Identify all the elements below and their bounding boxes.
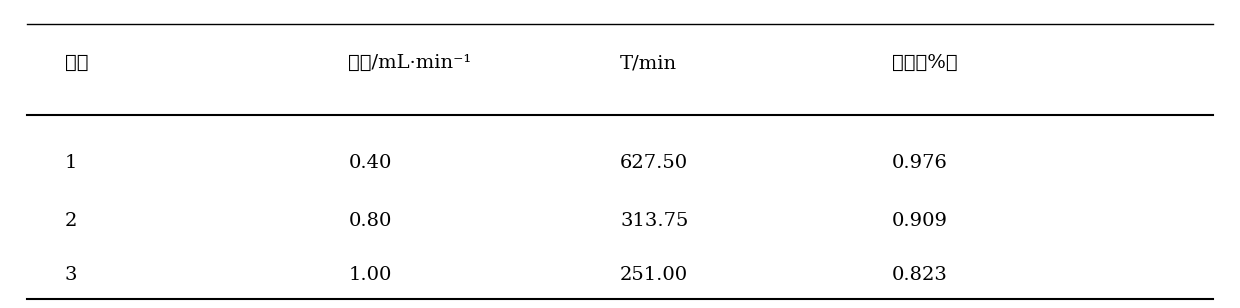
Text: T/min: T/min xyxy=(620,54,677,72)
Text: 2: 2 xyxy=(64,212,77,229)
Text: 0.40: 0.40 xyxy=(348,154,392,172)
Text: 0.909: 0.909 xyxy=(892,212,947,229)
Text: 流速/mL·min⁻¹: 流速/mL·min⁻¹ xyxy=(348,54,471,72)
Text: 251.00: 251.00 xyxy=(620,266,688,284)
Text: 0.80: 0.80 xyxy=(348,212,392,229)
Text: 1: 1 xyxy=(64,154,77,172)
Text: 627.50: 627.50 xyxy=(620,154,688,172)
Text: 313.75: 313.75 xyxy=(620,212,688,229)
Text: 3: 3 xyxy=(64,266,77,284)
Text: 0.823: 0.823 xyxy=(892,266,947,284)
Text: 产率（%）: 产率（%） xyxy=(892,54,957,72)
Text: 序号: 序号 xyxy=(64,54,88,72)
Text: 0.976: 0.976 xyxy=(892,154,947,172)
Text: 1.00: 1.00 xyxy=(348,266,392,284)
